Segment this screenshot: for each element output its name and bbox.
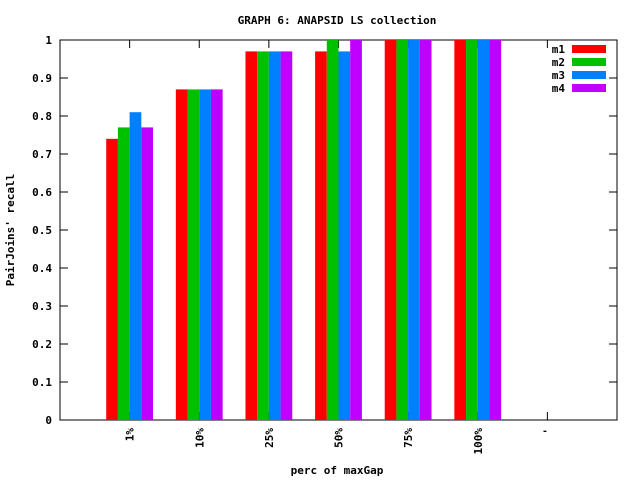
bar-m4 <box>489 40 502 420</box>
y-tick-label: 0.4 <box>32 262 52 275</box>
legend-swatch-m1 <box>572 45 606 53</box>
x-tick-label: ' <box>541 428 554 435</box>
x-tick-label: 75% <box>402 428 415 448</box>
bar-m4 <box>419 40 432 420</box>
x-axis-label: perc of maxGap <box>291 464 384 477</box>
y-tick-label: 0 <box>45 414 52 427</box>
legend-label-m3: m3 <box>552 69 565 82</box>
y-tick-label: 0.5 <box>32 224 52 237</box>
x-tick-label: 1% <box>124 428 137 442</box>
bar-m1 <box>454 40 467 420</box>
bar-m2 <box>187 89 200 421</box>
legend-swatch-m2 <box>572 58 606 66</box>
legend-label-m2: m2 <box>552 56 565 69</box>
bar-m4 <box>280 51 293 421</box>
y-tick-label: 0.6 <box>32 186 52 199</box>
bar-m3 <box>408 40 420 420</box>
chart-title: GRAPH 6: ANAPSID LS collection <box>238 14 437 27</box>
bar-m3 <box>338 51 351 421</box>
plot-area: 0 0.1 0.2 0.3 0.4 0.5 0.6 0.7 0.8 0.9 1 1% 10% 25% 50%… <box>32 34 618 455</box>
bar-m4 <box>141 127 154 421</box>
bar-m3 <box>477 40 490 420</box>
bar-m3 <box>268 51 281 421</box>
legend-label-m1: m1 <box>552 43 566 56</box>
bar-m2 <box>466 40 478 420</box>
bar-m2 <box>257 51 269 421</box>
bar-m2 <box>326 40 339 420</box>
y-tick-label: 0.9 <box>32 72 52 85</box>
y-axis-label: PairJoins' recall <box>4 174 17 287</box>
bar-m3 <box>129 112 142 420</box>
bar-m2 <box>117 127 130 421</box>
y-tick-label: 1 <box>45 34 52 47</box>
bar-m1 <box>245 51 258 421</box>
y-tick-label: 0.1 <box>32 376 52 389</box>
bar-m1 <box>106 138 118 421</box>
legend-label-m4: m4 <box>552 82 566 95</box>
y-tick-label: 0.3 <box>32 300 52 313</box>
bar-m1 <box>315 51 327 421</box>
x-tick-label: 100% <box>472 428 485 455</box>
legend-swatch-m3 <box>572 71 606 79</box>
y-tick-label: 0.7 <box>32 148 52 161</box>
bar-m1 <box>175 89 188 421</box>
legend-swatch-m4 <box>572 84 606 92</box>
x-tick-label: 25% <box>263 428 276 448</box>
bar-m3 <box>199 89 211 421</box>
bar-m2 <box>396 40 409 420</box>
bar-m4 <box>350 40 362 420</box>
bar-m4 <box>210 89 223 421</box>
y-tick-label: 0.8 <box>32 110 52 123</box>
x-tick-label: 50% <box>333 428 346 448</box>
x-tick-label: 10% <box>193 428 206 448</box>
bar-m1 <box>384 40 397 420</box>
y-tick-label: 0.2 <box>32 338 52 351</box>
